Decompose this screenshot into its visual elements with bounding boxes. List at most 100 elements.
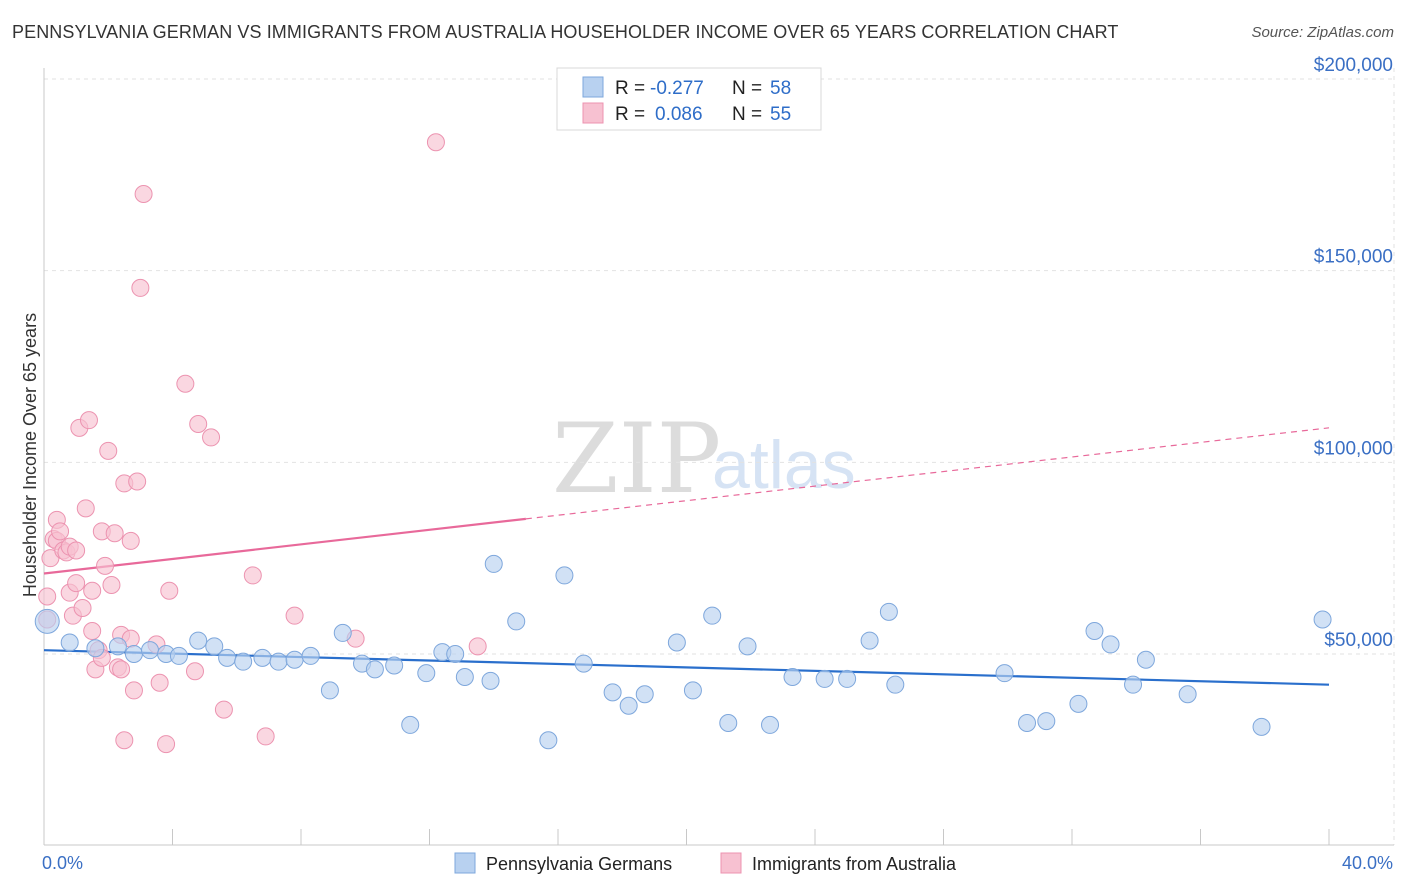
point-pennsylvania-51 <box>1085 622 1104 640</box>
point-australia-46 <box>202 428 221 447</box>
point-pennsylvania-16 <box>320 681 339 700</box>
point-pennsylvania-52 <box>1101 635 1120 654</box>
point-pennsylvania-43 <box>838 669 857 688</box>
point-australia-27 <box>105 524 124 543</box>
legend-swatch-pink <box>582 102 604 124</box>
point-pennsylvania-11 <box>234 652 253 671</box>
watermark-atlas: atlas <box>712 427 856 503</box>
point-australia-38 <box>134 185 153 203</box>
point-australia-24 <box>96 556 115 575</box>
point-pennsylvania-3 <box>108 637 127 656</box>
correlation-legend: R = -0.277 N = 58 R = 0.086 N = 55 <box>556 67 822 131</box>
point-pennsylvania-21 <box>401 715 420 734</box>
point-pennsylvania-19 <box>365 660 384 679</box>
point-pennsylvania-40 <box>761 715 780 734</box>
point-australia-53 <box>468 637 487 656</box>
axes <box>43 68 1394 846</box>
point-pennsylvania-9 <box>205 637 224 656</box>
y-axis-label: Householder Income Over 65 years <box>20 313 40 597</box>
point-pennsylvania-10 <box>218 648 237 667</box>
point-australia-12 <box>67 574 86 593</box>
legend-swatch-blue <box>582 76 604 98</box>
point-pennsylvania-44 <box>860 631 879 650</box>
point-pennsylvania-41 <box>783 668 802 686</box>
y-tick-label-150000: $150,000 <box>1314 247 1393 268</box>
point-australia-15 <box>73 599 92 617</box>
point-pennsylvania-55 <box>1178 685 1197 704</box>
x-tick-label-min: 0.0% <box>42 853 83 873</box>
point-pennsylvania-37 <box>703 606 722 625</box>
bottom-legend-swatch-blue <box>454 852 476 874</box>
point-australia-25 <box>99 441 118 460</box>
point-pennsylvania-35 <box>667 633 686 652</box>
tick-labels: $50,000 $100,000 $150,000 $200,000 0.0% 40.0% <box>42 55 1393 873</box>
point-pennsylvania-2 <box>86 639 105 658</box>
point-pennsylvania-33 <box>619 696 638 715</box>
legend-n-value-1: 58 <box>770 78 791 99</box>
point-australia-44 <box>185 662 204 681</box>
bottom-legend-swatch-pink <box>720 852 742 874</box>
point-pennsylvania-46 <box>886 675 905 694</box>
point-australia-42 <box>160 581 179 600</box>
point-australia-52 <box>426 133 445 152</box>
point-australia-50 <box>285 606 304 625</box>
point-pennsylvania-38 <box>719 714 738 732</box>
point-australia-48 <box>243 566 262 585</box>
scatter-points <box>34 133 1332 754</box>
point-australia-31 <box>115 731 134 750</box>
watermark-zip: ZIP <box>552 403 721 515</box>
point-australia-40 <box>150 673 169 692</box>
y-tick-label-50000: $50,000 <box>1324 630 1393 651</box>
point-australia-16 <box>76 499 95 518</box>
point-pennsylvania-49 <box>1037 712 1056 731</box>
point-pennsylvania-0 <box>34 608 60 634</box>
point-australia-36 <box>128 472 147 491</box>
point-pennsylvania-27 <box>484 554 503 573</box>
y-tick-label-100000: $100,000 <box>1314 438 1393 459</box>
point-pennsylvania-13 <box>269 652 288 671</box>
point-pennsylvania-34 <box>635 685 654 704</box>
bottom-legend-label-1: Pennsylvania Germans <box>486 854 672 874</box>
point-pennsylvania-20 <box>385 656 404 675</box>
legend-r-label-2: R = <box>615 104 645 125</box>
trend-line-immigrants-australia-dashed <box>525 427 1330 520</box>
legend-n-label-2: N = <box>732 104 762 125</box>
point-australia-37 <box>131 278 150 297</box>
point-pennsylvania-25 <box>455 668 474 686</box>
point-pennsylvania-8 <box>189 631 208 650</box>
point-australia-13 <box>67 541 86 560</box>
point-pennsylvania-42 <box>815 669 834 688</box>
point-pennsylvania-5 <box>141 641 160 660</box>
point-pennsylvania-14 <box>285 650 304 669</box>
point-pennsylvania-36 <box>683 681 702 700</box>
point-pennsylvania-17 <box>333 623 352 642</box>
point-australia-19 <box>83 622 102 640</box>
point-australia-45 <box>189 415 208 433</box>
point-pennsylvania-26 <box>481 671 500 690</box>
point-pennsylvania-30 <box>555 566 574 585</box>
point-pennsylvania-47 <box>995 664 1014 683</box>
point-pennsylvania-15 <box>301 646 320 665</box>
point-australia-18 <box>83 581 102 600</box>
legend-n-value-2: 55 <box>770 104 791 125</box>
bottom-legend-label-2: Immigrants from Australia <box>752 854 957 874</box>
point-australia-26 <box>102 576 121 594</box>
trend-line-immigrants-australia-solid <box>43 517 526 575</box>
point-pennsylvania-32 <box>603 683 622 702</box>
point-pennsylvania-45 <box>879 602 898 621</box>
legend-r-value-1: -0.277 <box>650 78 704 99</box>
point-australia-43 <box>176 374 195 393</box>
point-australia-41 <box>157 735 176 754</box>
point-australia-49 <box>256 727 275 746</box>
point-australia-35 <box>124 681 143 700</box>
point-pennsylvania-50 <box>1069 694 1088 713</box>
point-australia-6 <box>51 522 70 541</box>
legend-r-label-1: R = <box>615 78 645 99</box>
y-tick-label-200000: $200,000 <box>1314 55 1393 76</box>
point-pennsylvania-22 <box>417 664 436 683</box>
point-pennsylvania-7 <box>169 646 188 665</box>
point-australia-17 <box>79 411 98 430</box>
point-australia-30 <box>112 660 131 679</box>
point-pennsylvania-54 <box>1136 650 1155 669</box>
